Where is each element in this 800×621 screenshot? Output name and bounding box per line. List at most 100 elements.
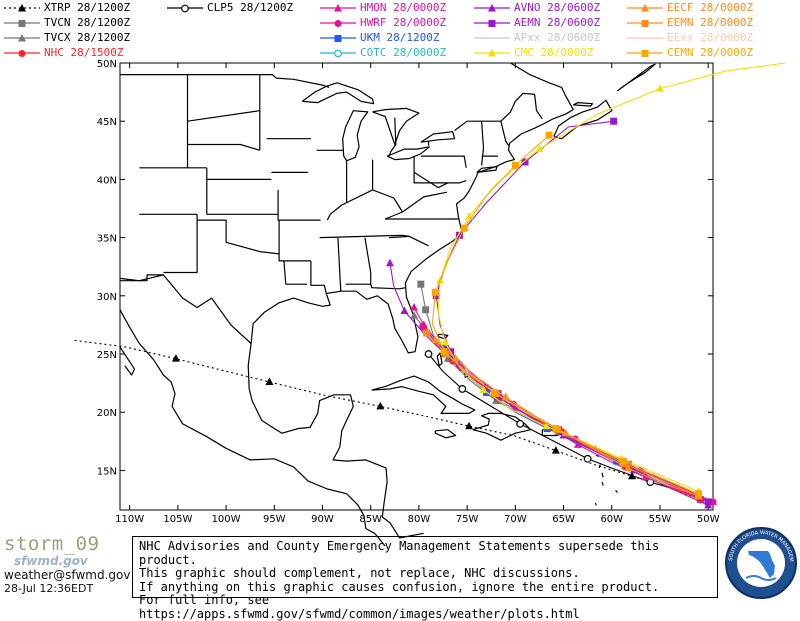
track-point	[400, 306, 409, 314]
track-line	[426, 332, 699, 497]
track-line	[413, 315, 701, 501]
legend-item-eemn: EEMN 28/0000Z	[625, 15, 753, 30]
axis-ticks: 110W 105W 100W 95W 90W 85W 80W 75W 70W 65W 60W 55W 5…	[97, 59, 720, 525]
legend-swatch	[167, 4, 203, 12]
map-line	[310, 260, 327, 294]
map-line	[372, 107, 420, 146]
track-point	[583, 454, 592, 463]
map-line	[247, 343, 424, 539]
lon-label: 95W	[263, 514, 286, 525]
track-point	[171, 354, 180, 362]
map-line	[119, 346, 136, 376]
track-point	[511, 161, 519, 169]
disclaimer-line-4[interactable]: For full info, see https://apps.sfwmd.go…	[139, 593, 580, 621]
lon-label: 80W	[408, 514, 431, 525]
legend-item-ukm: UKM 28/1200Z	[318, 30, 439, 45]
track-line	[389, 263, 709, 506]
timestamp: 28-Jul 12:36EDT	[4, 582, 94, 595]
legend-swatch	[474, 3, 510, 11]
legend-marker	[18, 19, 26, 27]
track-point	[460, 224, 468, 232]
legend-marker	[641, 3, 649, 11]
track-point	[410, 302, 419, 311]
map-line	[171, 406, 386, 547]
contact-email: weather@sfwmd.gov	[4, 568, 131, 582]
legend-item-hwrf: HWRF 28/0000Z	[318, 15, 446, 30]
legend-label: APxx 28/0600Z	[514, 31, 601, 44]
legend-label: UKM 28/1200Z	[360, 31, 440, 44]
legend-marker	[334, 3, 342, 11]
map-line	[278, 220, 311, 262]
model-legend: XTRP 28/1200Z TVCN 28/1200Z TVCX 28/1200Z N…	[0, 0, 800, 62]
map-line	[197, 219, 280, 255]
map-line	[342, 110, 369, 162]
track-aemn	[432, 117, 712, 506]
lon-label: 90W	[311, 514, 334, 525]
lon-label: 105W	[163, 514, 192, 525]
map-line	[413, 171, 449, 189]
disclaimer-box: NHC Advisories and County Emergency Mana…	[132, 536, 718, 620]
map-line	[481, 121, 485, 166]
sfwmd-seal-logo: SOUTH FLORIDA WATER MANAGEMENT DISTRICT	[724, 526, 797, 599]
legend-swatch	[4, 3, 40, 11]
track-line	[428, 353, 701, 501]
legend-swatch	[627, 36, 663, 39]
track-point	[610, 117, 618, 125]
legend-item-eexx: EExx 28/0000Z	[625, 30, 753, 45]
map-line	[326, 189, 404, 221]
track-point	[422, 306, 430, 314]
legend-swatch	[4, 33, 40, 41]
model-tracks	[71, 62, 786, 509]
legend-item-cotc: COTC 28/0000Z	[318, 45, 446, 60]
track-point	[424, 350, 433, 358]
legend-marker	[181, 4, 189, 12]
legend-swatch	[474, 48, 510, 56]
legend-marker	[18, 33, 26, 41]
map-line	[120, 74, 330, 88]
map-line	[454, 92, 543, 131]
lon-label: 75W	[456, 514, 479, 525]
legend-item-nhc: NHC 28/1500Z	[2, 45, 123, 60]
track-line	[434, 339, 699, 497]
disclaimer-line-2: This graphic should complement, not repl…	[139, 566, 580, 580]
legend-label: NHC 28/1500Z	[44, 46, 124, 59]
product-info: storm_09 sfwmd.gov weather@sfwmd.gov 28-…	[4, 534, 130, 595]
legend-item-eecf: EECF 28/0000Z	[625, 0, 753, 15]
legend-marker	[488, 19, 496, 27]
track-point	[704, 498, 712, 506]
legend-label: XTRP 28/1200Z	[44, 1, 131, 14]
track-point	[542, 421, 551, 430]
legend-marker	[488, 48, 496, 56]
track-point	[535, 144, 544, 153]
map-line	[500, 121, 510, 146]
legend-swatch	[320, 3, 356, 11]
map-line	[436, 352, 443, 367]
legend-item-aemn: AEMN 28/0600Z	[472, 15, 600, 30]
track-point	[521, 158, 529, 166]
track-line	[413, 307, 714, 503]
legend-marker	[334, 49, 342, 57]
lon-label: 100W	[212, 514, 241, 525]
map-line	[601, 481, 604, 486]
legend-marker	[334, 19, 342, 27]
track-point	[265, 377, 274, 385]
legend-marker	[18, 3, 26, 11]
legend-swatch	[474, 36, 510, 39]
legend-marker	[18, 49, 26, 57]
lon-label: 55W	[649, 514, 672, 525]
legend-marker	[641, 19, 649, 27]
legend-label: CMC 28/0000Z	[514, 46, 594, 59]
legend-marker	[641, 49, 649, 57]
track-point	[410, 311, 419, 319]
track-point	[431, 335, 440, 344]
track-point	[417, 280, 425, 288]
legend-label: CEMN 28/0000Z	[667, 46, 754, 59]
map-line	[187, 110, 260, 122]
legend-item-xtrp: XTRP 28/1200Z	[2, 0, 130, 15]
map-line	[345, 237, 372, 285]
legend-label: CLP5 28/1200Z	[207, 1, 294, 14]
sfwmd-logo-text: sfwmd.gov	[14, 554, 88, 568]
legend-label: EEMN 28/0000Z	[667, 16, 754, 29]
map-line	[472, 412, 532, 441]
legend-label: HWRF 28/0000Z	[360, 16, 447, 29]
